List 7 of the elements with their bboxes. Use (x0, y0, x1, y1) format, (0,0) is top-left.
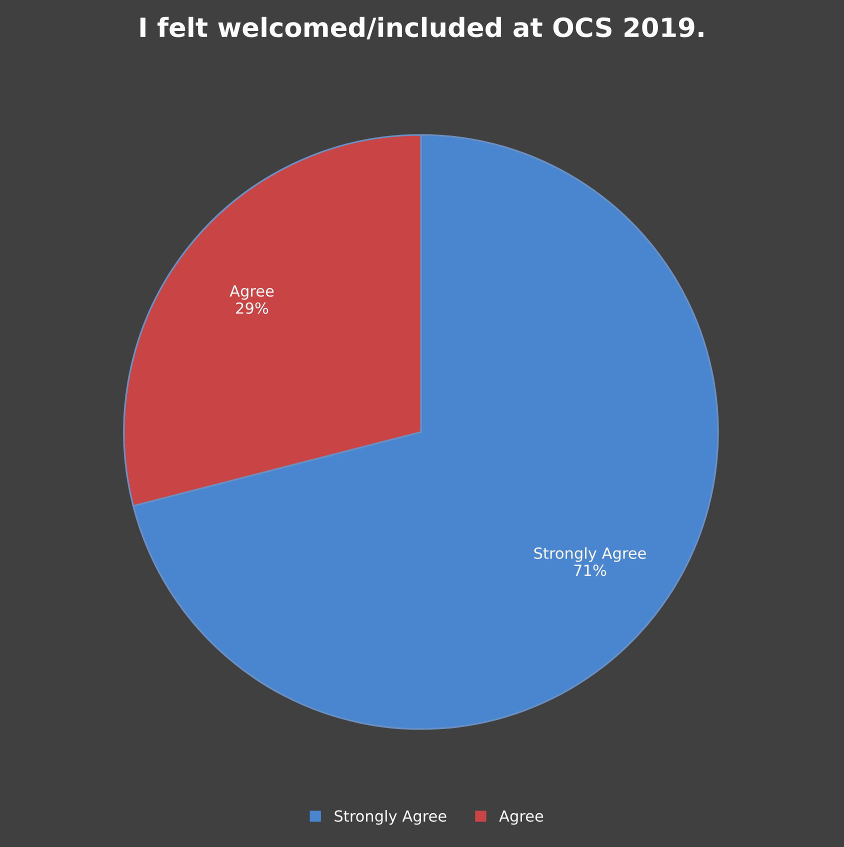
legend-label: Agree (499, 810, 544, 825)
data-label: 29% (236, 302, 268, 314)
slice-label: Agree (230, 285, 274, 300)
data-label: 71% (574, 564, 606, 576)
legend-label: Strongly Agree (334, 810, 446, 825)
slice-label: Strongly Agree (534, 547, 646, 562)
chart-title: I felt welcomed/included at OCS 2019. (140, 16, 704, 40)
